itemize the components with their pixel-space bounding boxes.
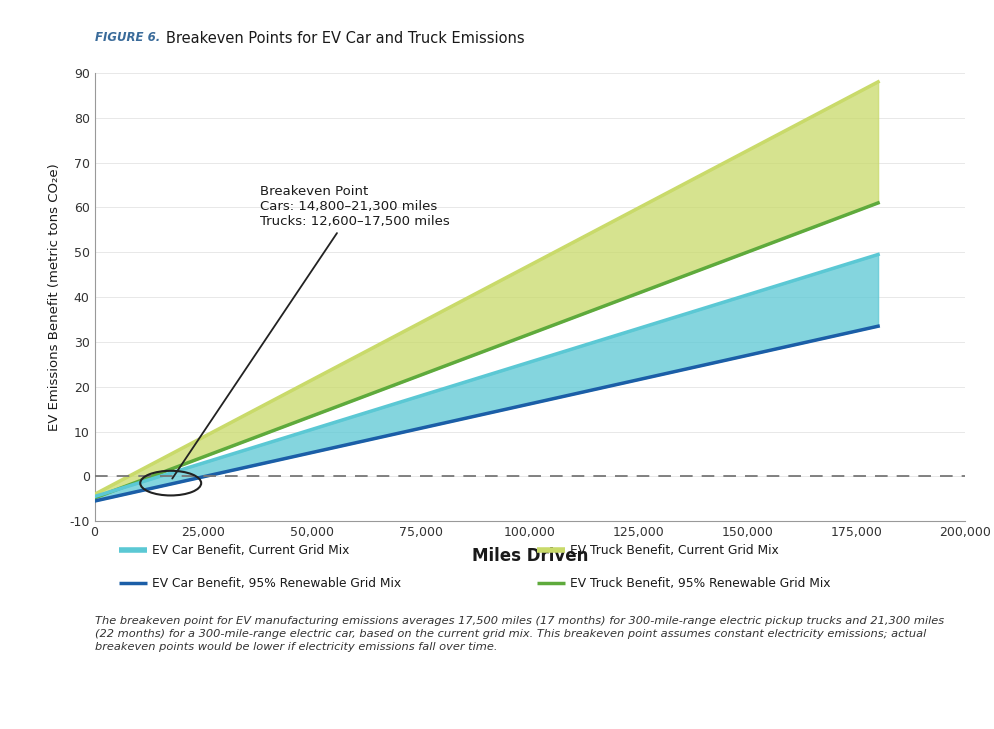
Text: EV Car Benefit, 95% Renewable Grid Mix: EV Car Benefit, 95% Renewable Grid Mix xyxy=(152,577,401,590)
X-axis label: Miles Driven: Miles Driven xyxy=(471,547,587,566)
Text: The breakeven point for EV manufacturing emissions averages 17,500 miles (17 mon: The breakeven point for EV manufacturing… xyxy=(94,616,942,652)
Y-axis label: EV Emissions Benefit (metric tons CO₂e): EV Emissions Benefit (metric tons CO₂e) xyxy=(48,163,61,431)
Text: FIGURE 6.: FIGURE 6. xyxy=(94,31,160,44)
Text: Breakeven Points for EV Car and Truck Emissions: Breakeven Points for EV Car and Truck Em… xyxy=(166,31,524,46)
Text: Breakeven Point
Cars: 14,800–21,300 miles
Trucks: 12,600–17,500 miles: Breakeven Point Cars: 14,800–21,300 mile… xyxy=(172,185,449,478)
Text: EV Truck Benefit, Current Grid Mix: EV Truck Benefit, Current Grid Mix xyxy=(570,544,778,557)
Text: EV Truck Benefit, 95% Renewable Grid Mix: EV Truck Benefit, 95% Renewable Grid Mix xyxy=(570,577,830,590)
Text: EV Car Benefit, Current Grid Mix: EV Car Benefit, Current Grid Mix xyxy=(152,544,349,557)
